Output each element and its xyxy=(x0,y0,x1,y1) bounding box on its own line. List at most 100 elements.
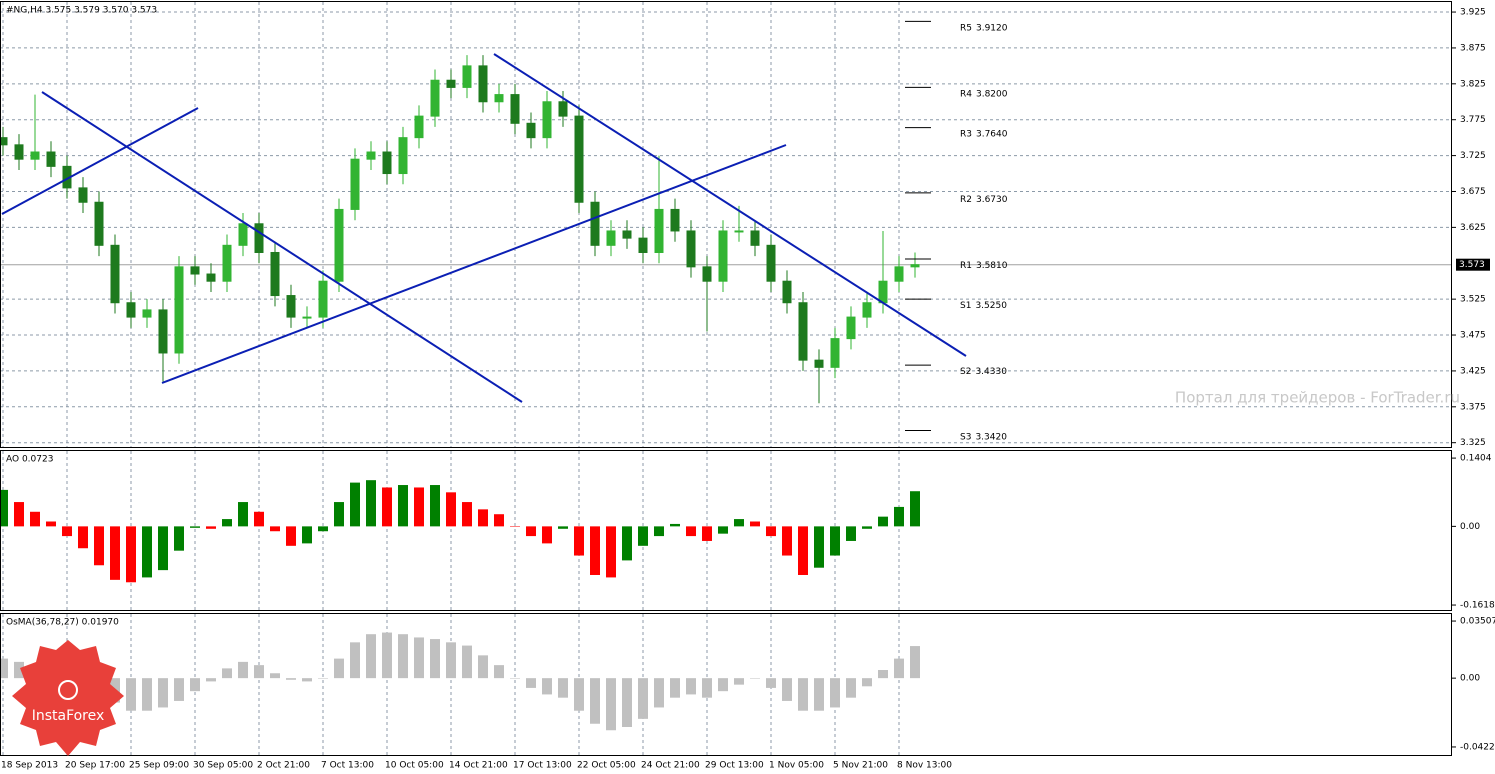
x-tick-label: 10 Oct 05:00 xyxy=(385,761,444,771)
histogram-bar xyxy=(462,502,472,527)
histogram-bar xyxy=(30,511,40,527)
histogram-bar xyxy=(318,526,328,532)
histogram-bar xyxy=(158,526,168,571)
candle-body xyxy=(254,223,264,253)
current-price-box xyxy=(1456,258,1490,271)
histogram-bar xyxy=(46,521,56,527)
histogram-bar xyxy=(574,678,584,711)
candle-body xyxy=(814,359,824,368)
histogram-bar xyxy=(766,526,776,537)
histogram-bar xyxy=(254,665,264,679)
histogram-bar xyxy=(222,519,232,527)
watermark: Портал для трейдеров - ForTrader.ru xyxy=(1175,389,1460,407)
candle-body xyxy=(862,302,872,318)
histogram-bar xyxy=(110,526,120,580)
candle-body xyxy=(510,94,520,124)
histogram-bar xyxy=(446,492,456,527)
histogram-bar xyxy=(366,634,376,679)
histogram-bar xyxy=(494,514,504,527)
histogram-bar xyxy=(542,678,552,695)
y-tick-label: 3.425 xyxy=(1460,366,1486,376)
y-tick-label: -0.1618 xyxy=(1460,601,1495,611)
candle-body xyxy=(654,208,664,253)
histogram-bar xyxy=(382,632,392,679)
logo: InstaForex xyxy=(12,640,124,756)
candle-body xyxy=(318,280,328,318)
histogram-bar xyxy=(174,678,184,701)
y-tick-label: 3.375 xyxy=(1460,402,1486,412)
candle-body xyxy=(238,223,248,246)
histogram-bar xyxy=(270,673,280,679)
histogram-bar xyxy=(174,526,184,551)
histogram-bar xyxy=(414,637,424,679)
candle-body xyxy=(366,151,376,160)
pivot-value: 3.5250 xyxy=(975,301,1007,311)
histogram-bar xyxy=(558,526,568,529)
histogram-bar xyxy=(462,645,472,679)
histogram-bar xyxy=(0,658,8,679)
histogram-bar xyxy=(590,526,600,575)
candle-body xyxy=(894,266,904,282)
y-tick-label: 3.625 xyxy=(1460,223,1486,233)
candle-body xyxy=(78,187,88,203)
candle-body xyxy=(222,244,232,282)
histogram-bar xyxy=(670,678,680,698)
candle-body xyxy=(174,266,184,354)
histogram-bar xyxy=(318,678,328,679)
pivot-label: S2 3.4330 xyxy=(960,367,1007,377)
candle-body xyxy=(798,302,808,361)
candle-body xyxy=(734,230,744,233)
histogram-bar xyxy=(558,678,568,698)
candle-body xyxy=(702,266,712,282)
histogram-bar xyxy=(734,519,744,527)
histogram-bar xyxy=(78,526,88,549)
candle-body xyxy=(718,230,728,282)
pivot-name: R4 xyxy=(960,89,972,99)
histogram-bar xyxy=(734,678,744,685)
candle-body xyxy=(94,201,104,246)
histogram-bar xyxy=(190,526,200,528)
pivot-label: R1 3.5810 xyxy=(960,260,1008,270)
candle-body xyxy=(14,144,24,160)
candle-body xyxy=(910,264,920,268)
histogram-bar xyxy=(814,678,824,711)
histogram-bar xyxy=(398,485,408,527)
histogram-bar xyxy=(286,526,296,546)
histogram-bar xyxy=(910,491,920,527)
candle-body xyxy=(462,65,472,88)
histogram-bar xyxy=(206,526,216,529)
x-tick-label: 25 Sep 09:00 xyxy=(129,761,189,771)
y-tick-label: 3.775 xyxy=(1460,115,1486,125)
candle-body xyxy=(558,101,568,117)
candle-body xyxy=(286,295,296,318)
histogram-bar xyxy=(830,678,840,708)
y-tick-label: 3.825 xyxy=(1460,79,1486,89)
histogram-bar xyxy=(350,482,360,527)
x-tick-label: 5 Nov 21:00 xyxy=(833,761,888,771)
histogram-bar xyxy=(798,678,808,711)
candle-body xyxy=(382,151,392,175)
histogram-bar xyxy=(654,526,664,537)
y-tick-label: 3.475 xyxy=(1460,331,1486,341)
histogram-bar xyxy=(222,668,232,679)
histogram-bar xyxy=(654,678,664,708)
histogram-bar xyxy=(750,678,760,679)
candle-body xyxy=(270,251,280,297)
x-tick-label: 29 Oct 13:00 xyxy=(705,761,764,771)
current-price-label: 3.573 xyxy=(1459,260,1485,270)
histogram-bar xyxy=(446,642,456,679)
x-tick-label: 22 Oct 05:00 xyxy=(577,761,636,771)
pivot-value: 3.6730 xyxy=(976,194,1008,204)
histogram-bar xyxy=(510,526,520,527)
histogram-bar xyxy=(574,526,584,556)
histogram-bar xyxy=(302,678,312,682)
histogram-bar xyxy=(142,678,152,711)
histogram-bar xyxy=(430,485,440,527)
candle-body xyxy=(350,158,360,210)
y-tick-label: 3.525 xyxy=(1460,295,1486,305)
candle-body xyxy=(398,137,408,175)
candle-body xyxy=(590,201,600,246)
histogram-bar xyxy=(334,658,344,679)
